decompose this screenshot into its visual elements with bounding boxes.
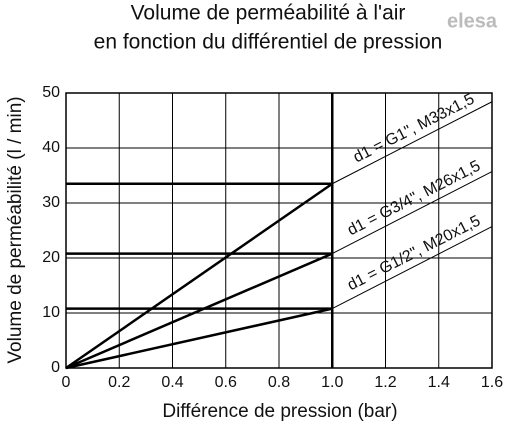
chart-title: Volume de perméabilité à l'air [131, 2, 406, 25]
x-tick-label: 1.0 [321, 374, 343, 391]
legend-label: d1 = G1", M33x1,5 [351, 91, 478, 167]
y-tick-label: 0 [51, 359, 60, 376]
y-tick-label: 50 [42, 84, 60, 101]
x-tick-label: 0.6 [215, 374, 237, 391]
chart-title: en fonction du différentiel de pression [94, 31, 443, 54]
y-tick-label: 40 [42, 139, 60, 156]
x-tick-label: 1.2 [374, 374, 396, 391]
x-axis-label: Différence de pression (bar) [162, 401, 397, 422]
x-tick-label: 0 [62, 374, 71, 391]
plot-frame [65, 92, 493, 369]
y-tick-label: 30 [42, 194, 60, 211]
x-tick-label: 1.6 [481, 374, 503, 391]
leader-line [332, 226, 493, 310]
y-tick-label: 10 [42, 304, 60, 321]
leader-line [332, 101, 493, 185]
series-line [65, 182, 333, 370]
brand: elesa [447, 10, 498, 32]
y-axis-label: Volume de perméabilité (l / min) [5, 96, 26, 363]
x-tick-label: 0.2 [108, 374, 130, 391]
x-tick-label: 0.8 [268, 374, 290, 391]
y-tick-label: 20 [42, 249, 60, 266]
leader-line [332, 171, 493, 255]
x-tick-label: 0.4 [161, 374, 183, 391]
series-line [65, 307, 333, 370]
x-tick-label: 1.4 [428, 374, 450, 391]
series-line [65, 252, 333, 370]
